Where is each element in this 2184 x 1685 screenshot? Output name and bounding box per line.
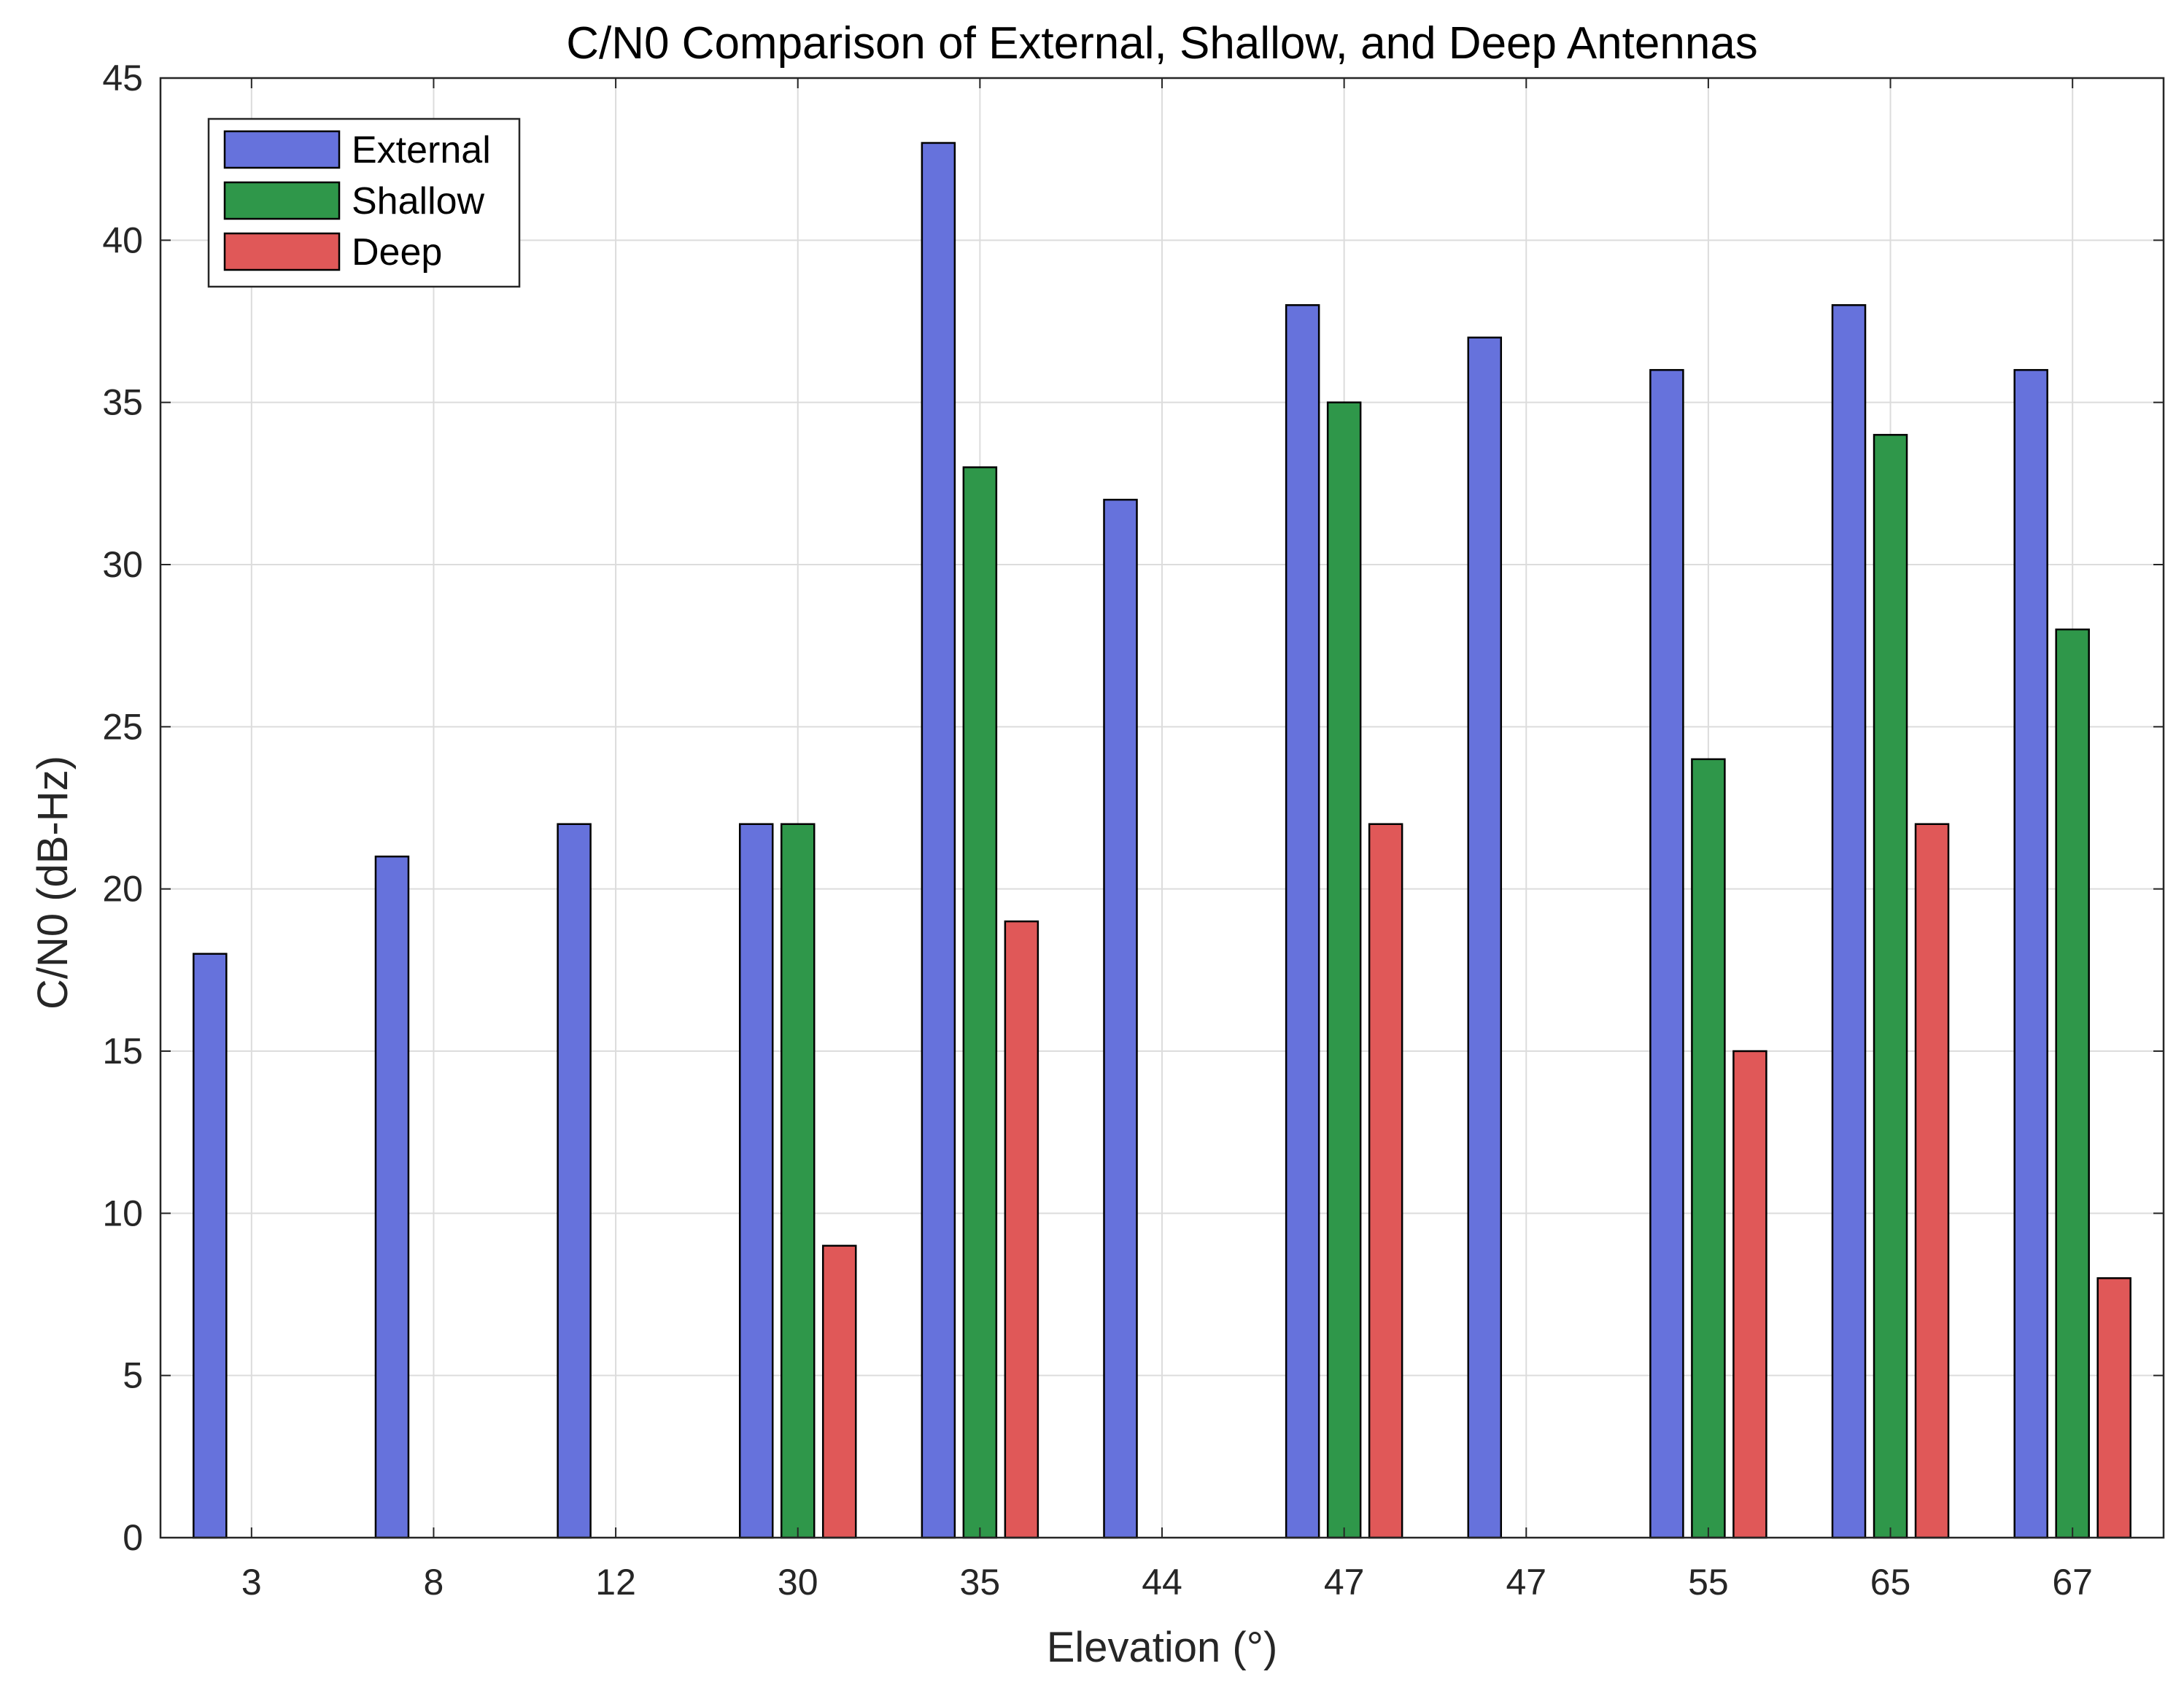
bar-external — [557, 823, 592, 1539]
bar-shallow — [1691, 758, 1726, 1539]
legend: External Shallow Deep — [207, 117, 521, 288]
y-tick-label: 30 — [102, 544, 143, 585]
bar-external — [1831, 304, 1867, 1539]
x-tick-label: 65 — [1870, 1562, 1911, 1603]
legend-swatch-shallow — [223, 181, 341, 220]
bar-external — [2013, 368, 2048, 1539]
y-tick-label: 20 — [102, 869, 143, 910]
x-tick-label: 8 — [424, 1562, 444, 1603]
bar-external — [1649, 368, 1684, 1539]
x-tick-label: 35 — [960, 1562, 1001, 1603]
bar-shallow — [780, 823, 816, 1539]
x-axis-title: Elevation (°) — [1047, 1624, 1278, 1671]
bar-deep — [2096, 1277, 2131, 1539]
bar-external — [738, 823, 774, 1539]
bar-shallow — [1326, 401, 1362, 1539]
x-tick-label: 47 — [1324, 1562, 1365, 1603]
y-tick-label: 35 — [102, 382, 143, 423]
chart-title: C/N0 Comparison of External, Shallow, an… — [566, 18, 1758, 69]
x-tick-label: 55 — [1688, 1562, 1729, 1603]
y-tick-label: 10 — [102, 1193, 143, 1233]
y-axis-title: C/N0 (dB-Hz) — [29, 756, 77, 1010]
x-tick-label: 3 — [241, 1562, 262, 1603]
bar-deep — [1914, 823, 1950, 1539]
tick-marks — [160, 77, 2164, 1538]
bar-external — [921, 142, 956, 1539]
x-tick-label: 12 — [595, 1562, 636, 1603]
x-tick-label: 30 — [778, 1562, 818, 1603]
y-tick-label: 15 — [102, 1031, 143, 1072]
bar-deep — [821, 1244, 857, 1539]
x-tick-label: 44 — [1142, 1562, 1182, 1603]
bar-external — [1285, 304, 1320, 1539]
bar-external — [193, 953, 228, 1539]
y-tick-label: 0 — [123, 1517, 143, 1558]
y-tick-label: 40 — [102, 220, 143, 260]
bar-external — [1103, 498, 1138, 1539]
bar-deep — [1732, 1050, 1767, 1539]
y-tick-label: 45 — [102, 58, 143, 98]
bar-shallow — [962, 466, 998, 1539]
legend-label-shallow: Shallow — [352, 180, 485, 222]
bars — [193, 142, 2131, 1539]
y-tick-label: 5 — [123, 1355, 143, 1396]
bar-deep — [1368, 823, 1403, 1539]
legend-swatch-external — [223, 130, 341, 169]
legend-label-external: External — [352, 129, 491, 171]
legend-label-deep: Deep — [352, 231, 442, 274]
y-tick-labels: 0 5 10 15 20 25 30 35 40 45 — [102, 58, 143, 1558]
bar-shallow — [1873, 433, 1908, 1539]
x-tick-label: 67 — [2052, 1562, 2093, 1603]
x-tick-labels: 3 8 12 30 35 44 47 47 55 65 67 — [241, 1562, 2093, 1603]
legend-swatch-deep — [223, 232, 341, 271]
bar-external — [1467, 336, 1503, 1539]
x-tick-label: 47 — [1506, 1562, 1546, 1603]
bar-deep — [1004, 920, 1039, 1539]
bar-shallow — [2055, 628, 2090, 1539]
bar-external — [374, 855, 410, 1539]
y-tick-label: 25 — [102, 706, 143, 747]
